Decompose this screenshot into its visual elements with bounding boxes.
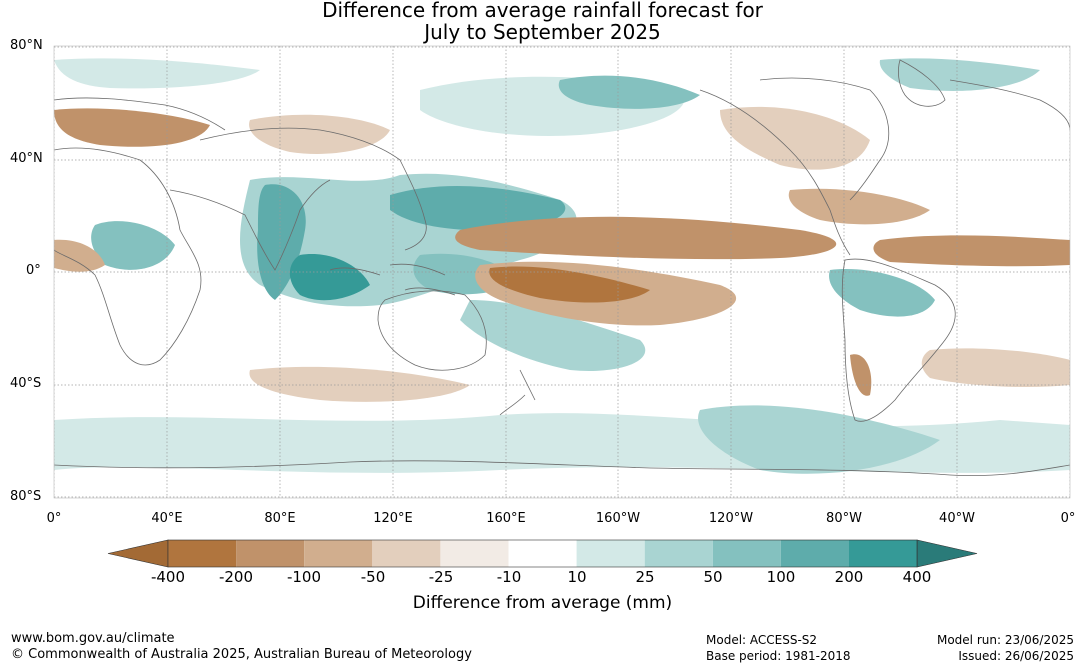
lon-label-80w: 80°W [826, 511, 862, 526]
chart-title-line-2: July to September 2025 [424, 20, 661, 44]
dry-region-itcz-north [455, 216, 837, 260]
colorbar-label: 100 [766, 568, 796, 586]
wet-region-south-america [829, 269, 935, 317]
coast-south-america [841, 258, 956, 422]
colorbar-label: 25 [635, 568, 655, 586]
colorbar-extend-low [107, 539, 169, 568]
colorbar-label: -50 [360, 568, 386, 586]
colorbar-label: -400 [150, 568, 186, 586]
footer-base-period: Base period: 1981-2018 [706, 649, 851, 663]
lat-label-80n: 80°N [10, 38, 43, 53]
colorbar-swatch [576, 540, 645, 567]
coastlines [54, 59, 1070, 477]
colorbar-label: -10 [496, 568, 522, 586]
coast-north-america [699, 77, 890, 256]
graticule [54, 46, 1070, 498]
wet-region-greenland [879, 58, 1040, 91]
colorbar-swatch [168, 540, 237, 567]
lon-label-0-right: 0° [1060, 511, 1076, 526]
colorbar-extend-high [916, 539, 978, 568]
wet-region-arctic [54, 58, 260, 89]
lat-label-0: 0° [26, 263, 41, 278]
coast-africa [54, 147, 202, 366]
colorbar-swatch [304, 540, 373, 567]
colorbar-swatch [849, 540, 918, 567]
coast-arabia-india [169, 179, 331, 271]
colorbar-swatch [644, 540, 713, 567]
lon-label-0-left: 0° [46, 511, 62, 526]
dry-region-europe [54, 108, 210, 147]
dry-region-atlantic [873, 235, 1070, 267]
coast-australia [377, 290, 487, 371]
coast-europe [54, 79, 1070, 131]
dry-region-africa-east [54, 239, 105, 272]
map-frame [53, 45, 1071, 499]
lon-label-40w: 40°W [939, 511, 975, 526]
wet-region-bay-of-bengal [257, 184, 306, 300]
wet-region-spcz [460, 300, 646, 371]
lon-label-80e: 80°E [264, 511, 296, 526]
chart-title-line-1: Difference from average rainfall forecas… [322, 0, 763, 22]
footer-url: www.bom.gov.au/climate [11, 631, 175, 646]
lon-label-40e: 40°E [151, 511, 183, 526]
colorbar-swatch [236, 540, 305, 567]
footer-copyright: © Commonwealth of Australia 2025, Austra… [11, 647, 472, 662]
map-field [54, 46, 1070, 498]
lat-label-40s: 40°S [10, 376, 42, 391]
colorbar-label: 10 [567, 568, 587, 586]
lon-label-160w: 160°W [595, 511, 641, 526]
wet-region-western-pacific [390, 185, 566, 231]
wet-region-bering [558, 75, 700, 109]
lat-label-40n: 40°N [10, 151, 43, 166]
colorbar-label: 200 [834, 568, 864, 586]
footer-model-run: Model run: 23/06/2025 [936, 633, 1074, 647]
lon-label-120e: 120°E [373, 511, 413, 526]
colorbar-label: -200 [218, 568, 254, 586]
footer-issued: Issued: 26/06/2025 [958, 649, 1074, 663]
colorbar-label: 400 [902, 568, 932, 586]
dry-region-chile [850, 354, 872, 396]
dry-region-east-asia [249, 114, 390, 154]
coast-maritime [329, 263, 456, 296]
footer-model: Model: ACCESS-S2 [706, 633, 818, 647]
colorbar-label: -100 [286, 568, 322, 586]
coast-antarctica [54, 460, 1070, 477]
lat-label-80s: 80°S [10, 489, 42, 504]
coast-new-zealand [499, 369, 536, 416]
dry-region-south-atlantic [921, 348, 1070, 388]
colorbar-swatch [712, 540, 781, 567]
colorbar-swatch [372, 540, 441, 567]
colorbar-title: Difference from average (mm) [412, 593, 673, 613]
lon-label-160e: 160°E [486, 511, 526, 526]
coast-greenland [898, 59, 946, 107]
colorbar-swatch [780, 540, 849, 567]
colorbar-label: -25 [428, 568, 454, 586]
colorbar-label: 50 [703, 568, 723, 586]
colorbar-swatch [440, 540, 509, 567]
dry-region-north-america [720, 106, 870, 170]
lon-label-120w: 120°W [708, 511, 754, 526]
wet-region-south-pacific [698, 405, 940, 474]
coast-asia [199, 127, 427, 251]
colorbar-swatch [508, 540, 577, 567]
wet-region-indian-ocean [289, 254, 370, 301]
dry-region-central-pacific-core [489, 266, 650, 303]
wet-region-west-africa [91, 221, 175, 270]
dry-region-south-indian [249, 366, 470, 402]
colorbar-frame [167, 539, 918, 568]
